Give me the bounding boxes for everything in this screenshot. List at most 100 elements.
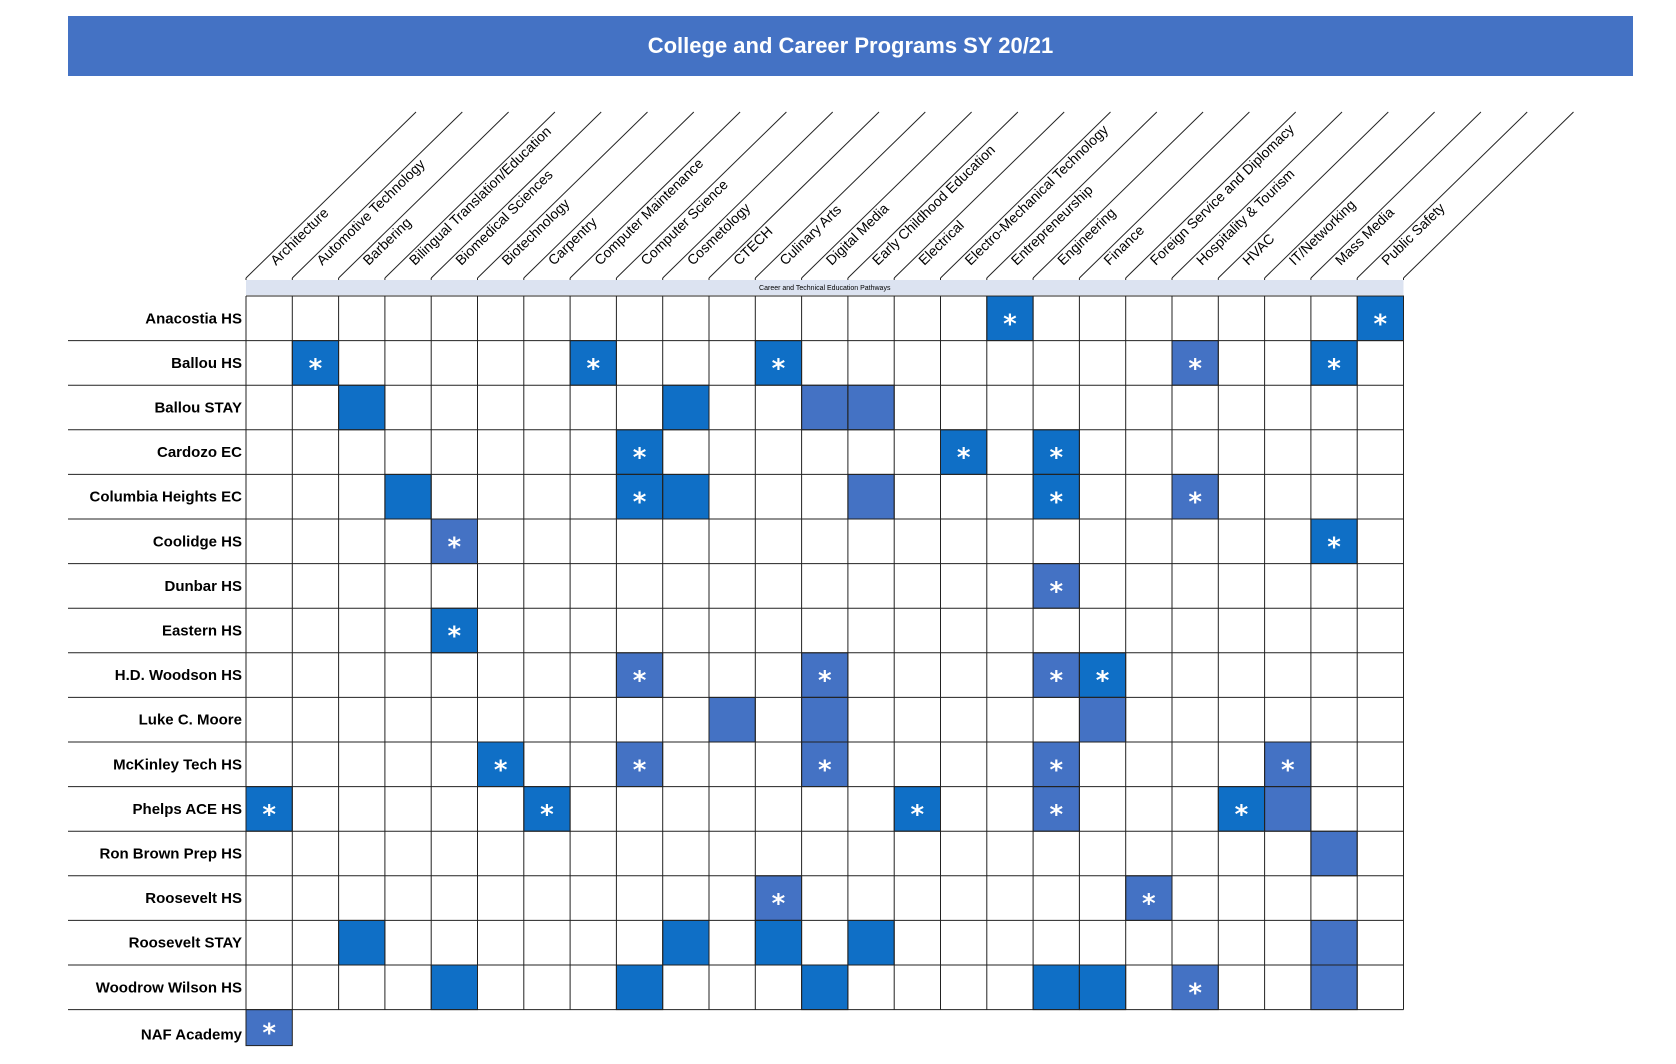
star-icon: * [1142, 889, 1156, 919]
header-divider-line [1032, 111, 1204, 279]
star-icon: * [1188, 978, 1202, 1008]
header-divider-line [569, 111, 741, 279]
star-icon: * [309, 354, 323, 384]
program-cell-roosevelt-stay-cosmetology [662, 919, 710, 966]
row-label-roosevelt-stay: Roosevelt STAY [129, 935, 242, 952]
program-cell-ballou-hs-computer-maintenance [569, 340, 617, 386]
program-cell-luke-c-moore-digital-media [801, 696, 849, 743]
header-divider-line [1125, 111, 1297, 279]
program-cell-phelps-ace-hs-architecture [245, 786, 293, 832]
header-divider-line [430, 111, 602, 279]
row-label-roosevelt-hs: Roosevelt HS [145, 890, 242, 907]
header-divider-line [986, 111, 1158, 279]
header-divider-line [1079, 111, 1250, 279]
star-icon: * [540, 800, 554, 830]
star-icon: * [1374, 309, 1388, 339]
star-icon: * [1049, 666, 1063, 696]
program-cell-ballou-stay-barbering [338, 384, 386, 431]
pathways-banner-text: Career and Technical Education Pathways [759, 285, 891, 292]
program-cell-coolidge-hs-mass-media [1310, 518, 1358, 565]
program-cell-phelps-ace-hs-electrical [893, 786, 942, 832]
matrix-gridlines [68, 295, 1404, 1011]
row-label-phelps-ace-hs: Phelps ACE HS [133, 801, 242, 818]
header-divider-line [616, 111, 787, 279]
header-divider-line [662, 111, 834, 279]
star-icon: * [818, 755, 832, 785]
star-icon: * [1049, 443, 1063, 473]
star-icon: * [818, 666, 832, 696]
row-label-luke-c-moore: Luke C. Moore [139, 712, 242, 729]
star-icon: * [494, 755, 508, 785]
program-cell-luke-c-moore-finance [1078, 696, 1127, 743]
column-header-computer-science: Computer Science [637, 176, 731, 268]
row-label-ballou-hs: Ballou HS [171, 355, 242, 372]
star-icon: * [1003, 309, 1017, 339]
program-cell-columbia-heights-ec-early-childhood-education [847, 473, 895, 520]
pathways-banner [246, 280, 1404, 295]
header-divider-line [291, 111, 463, 279]
header-divider-line [708, 111, 880, 279]
row-label-naf-academy: NAF Academy [141, 1027, 243, 1044]
row-label-ron-brown-prep-hs: Ron Brown Prep HS [99, 846, 242, 863]
program-cell-phelps-ace-hs-it-networking [1264, 786, 1312, 832]
row-label-coolidge-hs: Coolidge HS [153, 533, 242, 550]
star-icon: * [262, 800, 276, 830]
program-cell-woodrow-wilson-hs-biomedical-sciences [430, 964, 479, 1011]
row-label-anacostia-hs: Anacostia HS [145, 310, 242, 327]
star-icon: * [1049, 577, 1063, 607]
program-cell-columbia-heights-ec-bilingual-translation-education [384, 473, 432, 520]
program-cell-ballou-hs-culinary-arts [754, 340, 803, 386]
column-header-ctech: CTECH [730, 223, 776, 268]
star-icon: * [1049, 755, 1063, 785]
column-header-hvac: HVAC [1239, 230, 1277, 268]
star-icon: * [1188, 488, 1202, 518]
header-divider-line [245, 111, 417, 279]
program-cell-phelps-ace-hs-carpentry [523, 786, 571, 832]
row-label-dunbar-hs: Dunbar HS [164, 578, 242, 595]
header-divider-line [338, 111, 509, 279]
header-divider-line [1264, 111, 1435, 279]
column-header-entrepreneurship: Entrepreneurship [1008, 182, 1096, 269]
star-icon: * [633, 488, 647, 518]
row-labels: Anacostia HS Ballou HS Ballou STAY Cardozo … [89, 310, 242, 1043]
star-icon: * [586, 354, 600, 384]
header-divider-line [1217, 111, 1389, 279]
header-divider-line [801, 111, 972, 279]
program-cell-anacostia-hs-public-safety [1356, 295, 1404, 342]
program-cell-columbia-heights-ec-engineering [1032, 473, 1080, 520]
star-icon: * [911, 800, 925, 830]
program-cell-ballou-stay-early-childhood-education [847, 384, 895, 431]
program-cell-mckinley-tech-hs-computer-science [615, 741, 664, 788]
row-label-ballou-stay: Ballou STAY [154, 400, 242, 417]
program-cell-coolidge-hs-biomedical-sciences [430, 518, 479, 565]
header-divider-line [477, 111, 648, 279]
star-icon: * [633, 666, 647, 696]
row-label-cardozo-ec: Cardozo EC [157, 444, 242, 461]
program-cell-roosevelt-stay-mass-media [1310, 919, 1358, 966]
row-label-columbia-heights-ec: Columbia Heights EC [89, 489, 242, 506]
program-cell-roosevelt-stay-barbering [338, 919, 386, 966]
program-cell-luke-c-moore-ctech [708, 696, 756, 743]
program-cell-woodrow-wilson-hs-engineering [1032, 964, 1080, 1011]
star-icon: * [1049, 488, 1063, 518]
program-cell-ron-brown-prep-hs-mass-media [1310, 830, 1358, 877]
header-divider-line [1403, 111, 1574, 279]
row-label-eastern-hs: Eastern HS [162, 623, 242, 640]
star-icon: * [772, 354, 786, 384]
program-cell-roosevelt-stay-culinary-arts [754, 919, 803, 966]
header-divider-line [1310, 111, 1482, 279]
column-header-finance: Finance [1100, 222, 1147, 268]
header-divider-line [1356, 111, 1528, 279]
program-cell-woodrow-wilson-hs-digital-media [801, 964, 849, 1011]
header-divider-line [1171, 111, 1343, 279]
program-cell-woodrow-wilson-hs-mass-media [1310, 964, 1358, 1011]
header-divider-line [940, 111, 1111, 279]
star-icon: * [1235, 800, 1249, 830]
star-icon: * [448, 532, 462, 562]
program-cell-eastern-hs-biomedical-sciences [430, 607, 479, 654]
star-icon: * [1281, 755, 1295, 785]
program-cell-roosevelt-stay-early-childhood-education [847, 919, 895, 966]
program-cell-columbia-heights-ec-cosmetology [662, 473, 710, 520]
header-divider-line [754, 111, 926, 279]
